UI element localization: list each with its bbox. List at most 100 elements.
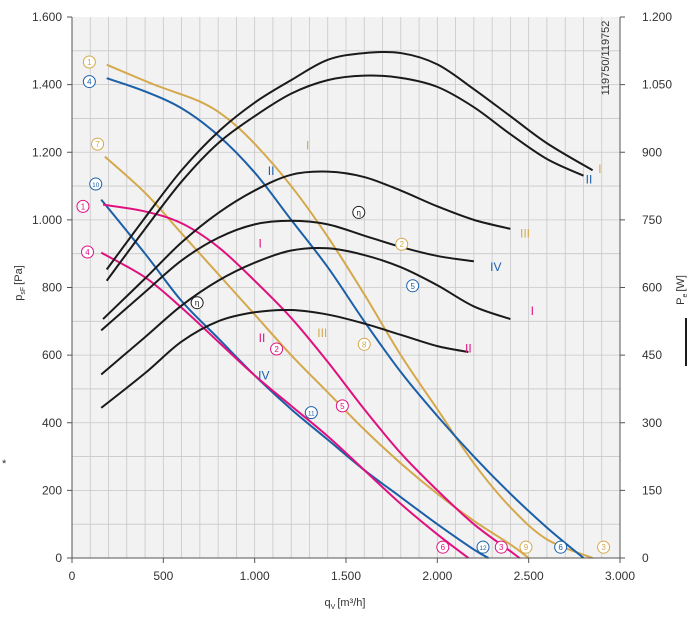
circled-label: 2 [270,342,284,356]
roman-label-gold: III [520,226,530,240]
roman-label-blue: II [586,172,593,186]
pressure-curve-magenta [102,203,521,559]
roman-label-gold: I [306,138,309,152]
circled-label-text: 10 [92,182,100,189]
circled-label-text: 9 [524,543,529,552]
power-curve [105,50,594,271]
y-right-tick-label: 600 [642,281,662,295]
circled-label-text: η [195,299,199,308]
circled-label-ring [352,205,366,219]
roman-label-magenta: II [259,331,266,345]
circled-label-text: 7 [95,140,100,149]
y-axis-right-label-main: P [675,298,687,305]
circled-label: 12 [476,540,490,554]
circled-label: 5 [406,279,420,293]
power-curve [105,74,584,282]
circled-label-ring [304,406,318,420]
y-axis-right-label-unit: [W] [675,275,687,292]
circled-label: 3 [494,540,508,554]
power-curve [100,308,469,409]
circled-label-text: 6 [558,543,563,552]
y-axis-left-label-main: p [13,295,25,301]
circled-label-text: 6 [441,543,446,552]
pressure-curve-gold [104,155,530,559]
circled-label: 11 [304,406,318,420]
power-curve [100,246,511,376]
y-left-tick-label: 1.000 [32,213,62,227]
y-axis-right-label-sub: e [682,294,689,298]
roman-label-magenta: II [465,341,472,355]
y-axis-left-label: psF [Pa] [13,265,27,300]
circled-label-ring [81,245,95,259]
circled-label-text: 1 [87,58,92,67]
y-right-tick-label: 0 [642,551,649,565]
pressure-curves [100,63,593,559]
y-axis-left-label-sub: sF [20,287,27,295]
circled-label-ring [597,540,611,554]
circled-label-ring [335,399,349,413]
axes: 0 500 1.000 1.500 2.000 2.500 3.000 0 200 400 600 8… [32,10,672,583]
circled-label-text: 4 [85,248,90,257]
y-axis-right-label: Pe [W] [675,275,689,305]
circled-label-ring [436,540,450,554]
y-right-tick-label: 300 [642,416,662,430]
circled-label-ring [82,75,96,89]
circled-label-ring [357,337,371,351]
circled-label-ring [91,137,105,151]
x-axis-label-sub: V [331,604,336,611]
circled-label: 3 [597,540,611,554]
power-curve [102,170,511,320]
circled-label-ring [270,342,284,356]
pressure-curve-blue [106,77,585,559]
circled-label-ring [395,237,409,251]
y-axis-left-label-unit: [Pa] [13,265,25,285]
y-left-tick-label: 1.200 [32,145,62,159]
roman-label-gold: I [598,162,601,176]
x-tick-label: 2.000 [422,569,452,583]
circled-label: 4 [81,245,95,259]
circled-label-text: 1 [81,202,86,211]
y-left-tick-label: 1.600 [32,10,62,24]
circled-label: η [352,205,366,219]
circled-label: 1 [82,55,96,69]
y-right-tick-label: 1.050 [642,78,672,92]
model-number-note: 119750/119752 [600,21,612,96]
circled-label: 9 [519,540,533,554]
y-left-tick-label: 1.400 [32,78,62,92]
x-axis-label-unit: [m³/h] [337,597,365,609]
circled-label-ring [76,199,90,213]
asterisk-note: * [2,458,7,470]
circled-label-ring [554,540,568,554]
circled-label-ring [89,177,103,191]
x-tick-label: 0 [69,569,76,583]
circled-label-text: 4 [87,78,92,87]
grid-lines [72,17,620,558]
y-right-tick-label: 1.200 [642,10,672,24]
circled-label: 1 [76,199,90,213]
y-left-tick-label: 800 [42,281,62,295]
roman-label-gold: III [317,326,327,340]
circled-label-text: 3 [601,543,606,552]
circled-label: η [190,296,204,310]
circled-label: 2 [395,237,409,251]
circled-label-ring [476,540,490,554]
y-right-tick-label: 750 [642,213,662,227]
circled-label-text: 3 [499,543,504,552]
y-right-tick-label: 450 [642,348,662,362]
y-left-tick-label: 200 [42,483,62,497]
y-right-tick-label: 150 [642,483,662,497]
x-axis-label-main: q [325,597,331,609]
x-axis-label: qV [m³/h] [325,597,366,611]
roman-label-blue: IV [490,260,501,274]
x-tick-label: 1.000 [240,569,270,583]
y-left-tick-label: 600 [42,348,62,362]
pressure-curve-magenta [100,251,469,559]
circled-label-text: 2 [274,345,279,354]
circled-label: 6 [554,540,568,554]
circled-label-text: 12 [479,545,487,552]
circled-label-text: 11 [308,411,315,418]
circled-label: 5 [335,399,349,413]
circled-label: 10 [89,177,103,191]
